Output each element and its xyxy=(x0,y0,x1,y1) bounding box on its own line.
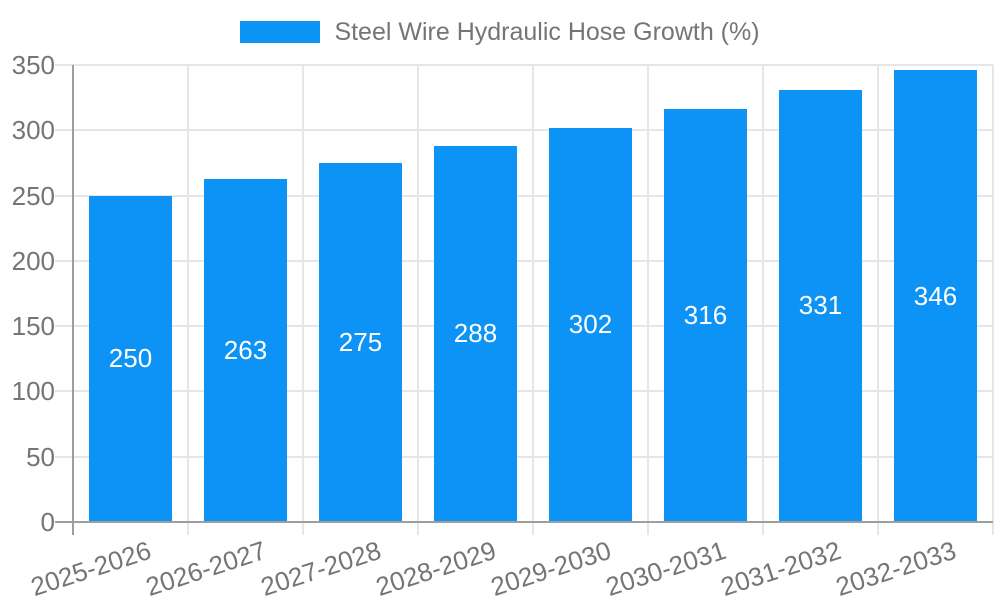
bar-2026-2027[interactable]: 263 xyxy=(204,178,287,522)
v-gridline xyxy=(302,65,304,535)
bar-2032-2033[interactable]: 346 xyxy=(894,70,977,522)
y-tick-label: 350 xyxy=(11,50,55,80)
v-gridline xyxy=(762,65,764,535)
bar-2029-2030[interactable]: 302 xyxy=(549,127,632,522)
bar-value-label: 302 xyxy=(568,309,613,340)
v-gridline xyxy=(187,65,189,535)
bar-value-label: 275 xyxy=(338,326,383,357)
y-tick-label: 200 xyxy=(11,245,55,276)
h-gridline xyxy=(55,129,993,132)
legend-label: Steel Wire Hydraulic Hose Growth (%) xyxy=(334,18,760,46)
x-axis-baseline xyxy=(55,521,993,523)
bar-2028-2029[interactable]: 288 xyxy=(434,145,517,522)
h-gridline xyxy=(55,259,993,262)
bar-value-label: 250 xyxy=(108,343,153,374)
bar-2027-2028[interactable]: 275 xyxy=(319,162,402,522)
y-tick-label: 300 xyxy=(11,115,55,146)
x-tick-label: 2028-2029 xyxy=(372,535,500,600)
y-axis-line xyxy=(72,65,74,535)
y-tick-label: 150 xyxy=(11,311,55,342)
v-gridline xyxy=(532,65,534,535)
plot-area: 250 263 275 288 302 316 331 346 xyxy=(55,64,994,535)
bar-2030-2031[interactable]: 316 xyxy=(664,109,747,522)
x-tick-label: 2032-2033 xyxy=(832,535,960,600)
v-gridline xyxy=(992,65,994,535)
legend-swatch xyxy=(240,21,321,43)
y-tick-label: 0 xyxy=(40,507,55,537)
x-tick-label: 2027-2028 xyxy=(257,535,385,600)
x-tick-label: 2026-2027 xyxy=(142,535,270,600)
y-tick-label: 250 xyxy=(11,180,55,211)
v-gridline xyxy=(417,65,419,535)
bar-value-label: 288 xyxy=(453,318,498,349)
bar-value-label: 331 xyxy=(798,290,843,321)
y-tick-label: 100 xyxy=(11,376,55,407)
v-gridline xyxy=(877,65,879,535)
bar-value-label: 263 xyxy=(223,334,268,365)
bar-2025-2026[interactable]: 250 xyxy=(89,195,172,522)
h-gridline xyxy=(55,455,993,458)
x-tick-label: 2030-2031 xyxy=(602,535,730,600)
bar-value-label: 316 xyxy=(683,300,728,331)
x-tick-label: 2031-2032 xyxy=(717,535,845,600)
x-tick-label: 2029-2030 xyxy=(487,535,615,600)
x-tick-label: 2025-2026 xyxy=(27,535,155,600)
h-gridline xyxy=(55,390,993,393)
h-gridline xyxy=(55,194,993,197)
chart-legend: Steel Wire Hydraulic Hose Growth (%) xyxy=(0,18,1000,46)
h-gridline xyxy=(55,64,993,67)
bar-value-label: 346 xyxy=(913,280,958,311)
h-gridline xyxy=(55,325,993,328)
v-gridline xyxy=(647,65,649,535)
y-tick-label: 50 xyxy=(26,441,55,472)
bar-2031-2032[interactable]: 331 xyxy=(779,89,862,522)
